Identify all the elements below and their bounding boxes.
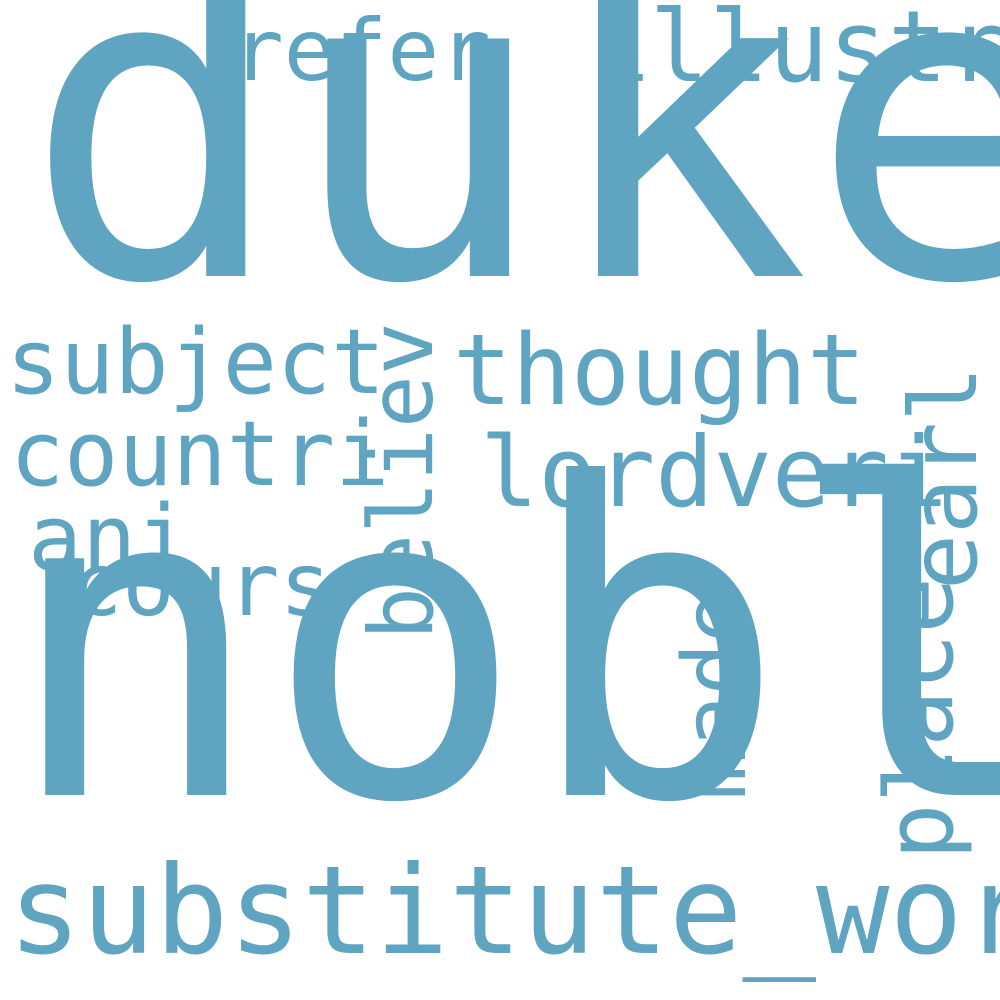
word-lordveri: lordveri [480,416,948,529]
word-believ: believ [350,322,453,640]
word-nobl: nobl [4,394,1000,898]
word-duke: duke [24,0,1000,379]
word-subject: subject [6,310,386,415]
word-made: made [664,590,766,800]
word-ani: ani [28,486,191,591]
word-thought: thought [453,314,867,428]
word-refer: refer [232,1,491,101]
word-earl: earl [890,366,998,590]
word-place: place [866,577,975,860]
word-illustri: illustri [590,0,1000,105]
word-substitute-word: substitute_word [8,840,1000,982]
word-cours: cours [70,534,332,636]
word-countri: countri [10,402,390,507]
